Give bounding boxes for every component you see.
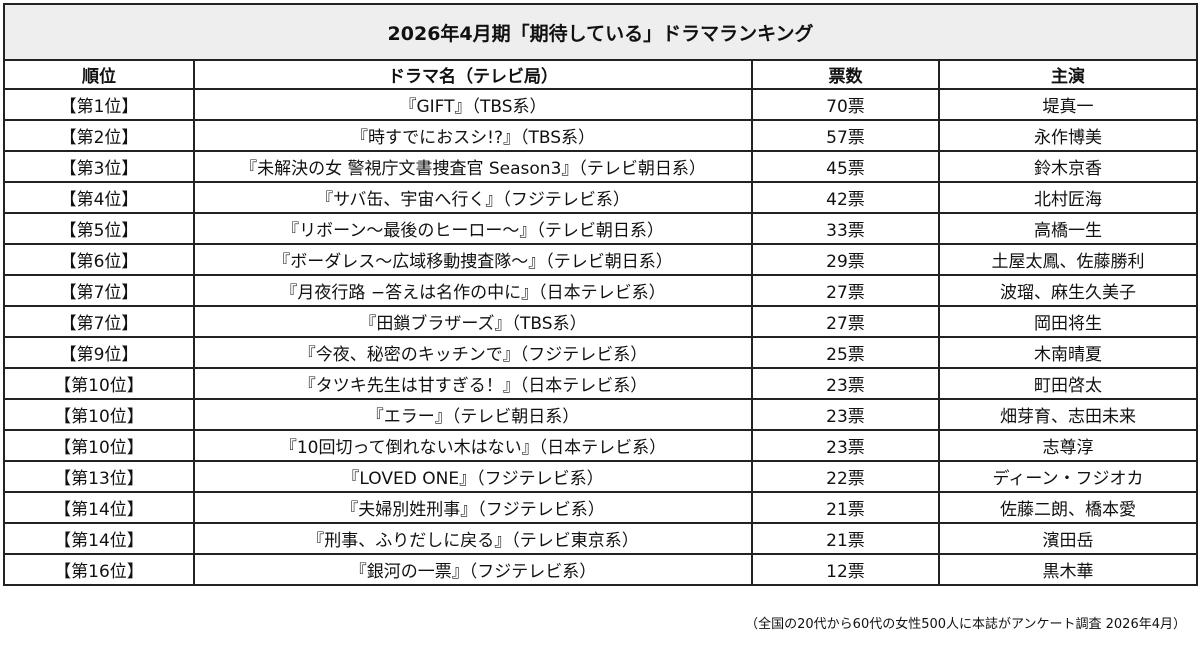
votes-cell: 57票 xyxy=(751,119,940,152)
table-row: 【第14位】 『刑事、ふりだしに戻る』（テレビ東京系） 21票 濱田岳 xyxy=(3,522,1199,555)
column-header-drama: ドラマ名（テレビ局） xyxy=(193,59,753,90)
votes-cell: 21票 xyxy=(751,491,940,524)
votes-cell: 22票 xyxy=(751,460,940,493)
lead-cell: 木南晴夏 xyxy=(937,336,1199,369)
drama-cell: 『時すでにおスシ!?』（TBS系） xyxy=(193,119,753,152)
votes-cell: 27票 xyxy=(751,274,940,307)
table-title: 2026年4月期「期待している」ドラマランキング xyxy=(2,3,1199,61)
lead-cell: 北村匠海 xyxy=(937,181,1199,214)
rank-cell: 【第7位】 xyxy=(3,274,195,307)
lead-cell: 黒木華 xyxy=(937,553,1199,586)
table-row: 【第10位】 『タツキ先生は甘すぎる！』（日本テレビ系） 23票 町田啓太 xyxy=(3,367,1199,400)
table-row: 【第2位】 『時すでにおスシ!?』（TBS系） 57票 永作博美 xyxy=(3,119,1199,152)
table-row: 【第10位】 『10回切って倒れない木はない』（日本テレビ系） 23票 志尊淳 xyxy=(3,429,1199,462)
table-row: 【第13位】 『LOVED ONE』（フジテレビ系） 22票 ディーン・フジオカ xyxy=(3,460,1199,493)
rank-cell: 【第1位】 xyxy=(3,88,195,121)
lead-cell: 高橋一生 xyxy=(937,212,1199,245)
column-header-lead: 主演 xyxy=(937,59,1199,90)
lead-cell: ディーン・フジオカ xyxy=(937,460,1199,493)
lead-cell: 土屋太鳳、佐藤勝利 xyxy=(937,243,1199,276)
votes-cell: 45票 xyxy=(751,150,940,183)
table-row: 【第10位】 『エラー』（テレビ朝日系） 23票 畑芽育、志田未来 xyxy=(3,398,1199,431)
header-row: 順位 ドラマ名（テレビ局） 票数 主演 xyxy=(3,59,1199,90)
lead-cell: 志尊淳 xyxy=(937,429,1199,462)
rank-cell: 【第13位】 xyxy=(3,460,195,493)
lead-cell: 鈴木京香 xyxy=(937,150,1199,183)
drama-cell: 『リボーン〜最後のヒーロー〜』（テレビ朝日系） xyxy=(193,212,753,245)
rank-cell: 【第16位】 xyxy=(3,553,195,586)
votes-cell: 23票 xyxy=(751,429,940,462)
column-header-rank: 順位 xyxy=(3,59,195,90)
lead-cell: 町田啓太 xyxy=(937,367,1199,400)
rank-cell: 【第7位】 xyxy=(3,305,195,338)
drama-cell: 『銀河の一票』（フジテレビ系） xyxy=(193,553,753,586)
rank-cell: 【第10位】 xyxy=(3,367,195,400)
ranking-table: 2026年4月期「期待している」ドラマランキング 順位 ドラマ名（テレビ局） 票… xyxy=(2,3,1199,586)
drama-cell: 『田鎖ブラザーズ』（TBS系） xyxy=(193,305,753,338)
votes-cell: 23票 xyxy=(751,398,940,431)
rank-cell: 【第2位】 xyxy=(3,119,195,152)
votes-cell: 21票 xyxy=(751,522,940,555)
drama-cell: 『今夜、秘密のキッチンで』（フジテレビ系） xyxy=(193,336,753,369)
votes-cell: 70票 xyxy=(751,88,940,121)
votes-cell: 33票 xyxy=(751,212,940,245)
drama-cell: 『タツキ先生は甘すぎる！』（日本テレビ系） xyxy=(193,367,753,400)
table-row: 【第1位】 『GIFT』（TBS系） 70票 堤真一 xyxy=(3,88,1199,121)
votes-cell: 29票 xyxy=(751,243,940,276)
rank-cell: 【第6位】 xyxy=(3,243,195,276)
rank-cell: 【第5位】 xyxy=(3,212,195,245)
table-row: 【第14位】 『夫婦別姓刑事』（フジテレビ系） 21票 佐藤二朗、橋本愛 xyxy=(3,491,1199,524)
table-row: 【第7位】 『月夜行路 −答えは名作の中に』（日本テレビ系） 27票 波瑠、麻生… xyxy=(3,274,1199,307)
lead-cell: 佐藤二朗、橋本愛 xyxy=(937,491,1199,524)
drama-cell: 『夫婦別姓刑事』（フジテレビ系） xyxy=(193,491,753,524)
rank-cell: 【第14位】 xyxy=(3,522,195,555)
lead-cell: 濱田岳 xyxy=(937,522,1199,555)
rank-cell: 【第10位】 xyxy=(3,398,195,431)
drama-cell: 『エラー』（テレビ朝日系） xyxy=(193,398,753,431)
drama-cell: 『ボーダレス〜広域移動捜査隊〜』（テレビ朝日系） xyxy=(193,243,753,276)
table-row: 【第7位】 『田鎖ブラザーズ』（TBS系） 27票 岡田将生 xyxy=(3,305,1199,338)
table-row: 【第9位】 『今夜、秘密のキッチンで』（フジテレビ系） 25票 木南晴夏 xyxy=(3,336,1199,369)
drama-cell: 『刑事、ふりだしに戻る』（テレビ東京系） xyxy=(193,522,753,555)
votes-cell: 42票 xyxy=(751,181,940,214)
table-row: 【第16位】 『銀河の一票』（フジテレビ系） 12票 黒木華 xyxy=(3,553,1199,586)
lead-cell: 永作博美 xyxy=(937,119,1199,152)
rank-cell: 【第10位】 xyxy=(3,429,195,462)
lead-cell: 畑芽育、志田未来 xyxy=(937,398,1199,431)
drama-cell: 『サバ缶、宇宙へ行く』（フジテレビ系） xyxy=(193,181,753,214)
survey-footnote: （全国の20代から60代の女性500人に本誌がアンケート調査 2026年4月） xyxy=(745,617,1186,632)
rank-cell: 【第3位】 xyxy=(3,150,195,183)
table-row: 【第4位】 『サバ缶、宇宙へ行く』（フジテレビ系） 42票 北村匠海 xyxy=(3,181,1199,214)
lead-cell: 岡田将生 xyxy=(937,305,1199,338)
drama-cell: 『LOVED ONE』（フジテレビ系） xyxy=(193,460,753,493)
title-row: 2026年4月期「期待している」ドラマランキング xyxy=(2,3,1199,61)
column-header-votes: 票数 xyxy=(751,59,940,90)
table-row: 【第6位】 『ボーダレス〜広域移動捜査隊〜』（テレビ朝日系） 29票 土屋太鳳、… xyxy=(3,243,1199,276)
rank-cell: 【第9位】 xyxy=(3,336,195,369)
table-row: 【第5位】 『リボーン〜最後のヒーロー〜』（テレビ朝日系） 33票 高橋一生 xyxy=(3,212,1199,245)
votes-cell: 27票 xyxy=(751,305,940,338)
votes-cell: 25票 xyxy=(751,336,940,369)
votes-cell: 12票 xyxy=(751,553,940,586)
drama-cell: 『月夜行路 −答えは名作の中に』（日本テレビ系） xyxy=(193,274,753,307)
rank-cell: 【第14位】 xyxy=(3,491,195,524)
lead-cell: 波瑠、麻生久美子 xyxy=(937,274,1199,307)
drama-cell: 『未解決の女 警視庁文書捜査官 Season3』（テレビ朝日系） xyxy=(193,150,753,183)
table-row: 【第3位】 『未解決の女 警視庁文書捜査官 Season3』（テレビ朝日系） 4… xyxy=(3,150,1199,183)
drama-cell: 『10回切って倒れない木はない』（日本テレビ系） xyxy=(193,429,753,462)
drama-cell: 『GIFT』（TBS系） xyxy=(193,88,753,121)
votes-cell: 23票 xyxy=(751,367,940,400)
lead-cell: 堤真一 xyxy=(937,88,1199,121)
rank-cell: 【第4位】 xyxy=(3,181,195,214)
